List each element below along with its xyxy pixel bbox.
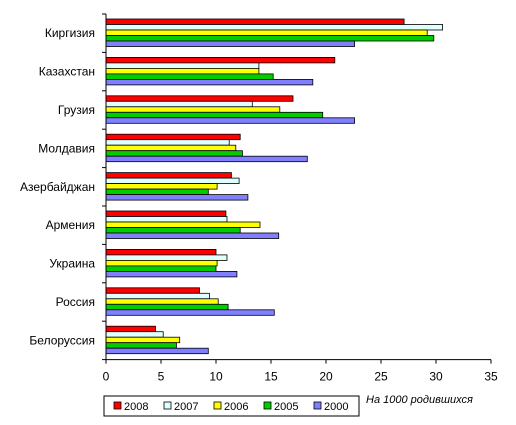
x-tick-label: 5	[158, 370, 165, 384]
bar-2007-8	[105, 292, 210, 300]
bar-2005-7	[105, 265, 217, 272]
bar-2007-5	[105, 177, 240, 185]
bar-2007-7	[105, 254, 228, 261]
bar-2000-6	[105, 232, 280, 239]
legend-label-2007: 2007	[174, 401, 198, 413]
x-tick-label: 10	[209, 370, 223, 384]
bar-2006-6	[105, 221, 261, 228]
category-label: Киргизия	[45, 26, 95, 40]
legend-box	[103, 395, 360, 417]
bar-2006-3	[105, 106, 281, 113]
bar-2006-8	[105, 298, 219, 305]
bar-2000-1	[105, 40, 356, 47]
legend-swatch-2005	[263, 401, 272, 410]
bar-2000-8	[105, 309, 275, 316]
x-tick-label: 20	[319, 370, 333, 384]
x-tick-label: 15	[264, 370, 278, 384]
bar-2006-7	[105, 259, 218, 267]
bar-2000-2	[105, 79, 314, 86]
x-tick-label: 25	[374, 370, 388, 384]
category-label: Молдавия	[38, 141, 95, 155]
legend-swatch-2008	[113, 401, 122, 410]
bar-2008-4	[105, 133, 241, 141]
axes-group: 0 5 10 15 20 25 30 35	[102, 13, 498, 384]
legend-swatch-2007	[163, 401, 172, 410]
legend-swatch-2000	[313, 401, 322, 410]
bar-2006-2	[105, 68, 260, 75]
bar-2006-4	[105, 144, 237, 152]
bar-2007-9	[105, 331, 164, 338]
category-label: Грузия	[58, 103, 95, 117]
x-tick-label: 35	[484, 370, 498, 384]
x-tick-label: 0	[103, 370, 110, 384]
bar-2005-3	[105, 111, 324, 119]
bar-2007-1	[105, 24, 444, 31]
bar-2005-9	[105, 342, 177, 349]
category-label: Белоруссия	[29, 333, 95, 347]
bar-2005-5	[105, 188, 209, 196]
category-label: Казахстан	[39, 65, 95, 79]
bar-2008-6	[105, 210, 227, 217]
bar-2000-9	[105, 347, 209, 355]
legend-label-2006: 2006	[224, 401, 248, 413]
chart-note: На 1000 родившихся	[366, 394, 473, 406]
legend-swatch-2006	[213, 401, 222, 410]
bar-2000-3	[105, 117, 356, 124]
legend-label-2000: 2000	[324, 401, 348, 413]
bar-2008-7	[105, 248, 217, 256]
legend-label-2008: 2008	[124, 401, 148, 413]
category-label: Россия	[56, 295, 95, 309]
bar-2007-2	[105, 62, 260, 69]
x-tick-label: 30	[429, 370, 443, 384]
bar-2008-1	[105, 18, 405, 25]
bar-2005-4	[105, 150, 243, 157]
bar-2008-5	[105, 172, 232, 179]
bar-2007-3	[105, 100, 253, 108]
bar-2006-5	[105, 183, 218, 190]
bar-2008-2	[105, 57, 336, 64]
bar-2000-5	[105, 194, 249, 201]
category-label: Азербайджан	[20, 180, 95, 194]
bars-group	[105, 18, 444, 355]
bar-2006-9	[105, 336, 181, 344]
bar-2006-1	[105, 29, 428, 36]
bar-2005-8	[105, 303, 229, 311]
category-labels: Киргизия Казахстан Грузия Молдавия Азербайдж…	[20, 26, 95, 347]
legend-label-2005: 2005	[274, 401, 298, 413]
bar-2000-4	[105, 155, 308, 163]
bar-2007-4	[105, 139, 230, 146]
category-label: Армения	[46, 218, 95, 232]
bar-2005-2	[105, 73, 274, 80]
bar-2005-6	[105, 227, 241, 234]
legend: 2008 2007 2006 2005 2000	[103, 395, 360, 417]
bar-2008-3	[105, 95, 294, 102]
bar-2000-7	[105, 270, 238, 278]
bar-2007-6	[105, 216, 228, 223]
bar-2008-9	[105, 325, 156, 333]
category-label: Украина	[49, 257, 95, 271]
bar-2005-1	[105, 35, 435, 42]
bar-2008-8	[105, 287, 200, 294]
